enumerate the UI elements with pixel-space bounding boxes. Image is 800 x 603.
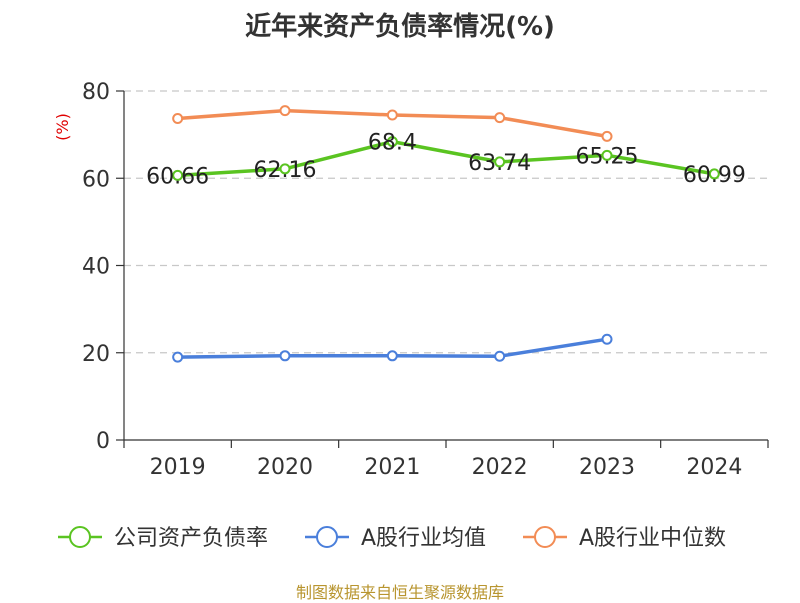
chart-title: 近年来资产负债率情况(%) [245,12,555,42]
legend-label: A股行业中位数 [579,526,726,551]
legend-marker [534,526,556,548]
data-point [494,350,506,362]
y-tick-label: 0 [96,429,110,454]
x-tick-label: 2020 [257,455,313,480]
legend: 公司资产负债率 A股行业均值 A股行业中位数 [58,526,726,551]
data-labels: 60.66 62.16 68.4 63.74 65.25 60.99 [146,131,746,190]
legend-item: A股行业均值 [305,526,486,551]
data-point [386,109,398,121]
data-point [172,351,184,363]
x-tick-label: 2022 [472,455,528,480]
legend-label: A股行业均值 [361,526,486,551]
series-lines [172,105,720,363]
data-point [386,136,398,148]
data-point [601,149,613,161]
x-tick-label: 2024 [686,455,742,480]
axes: 0 20 40 60 80 (%) 2019 2020 2021 2022 2023 2024 [53,80,769,480]
x-tick-label: 2019 [150,455,206,480]
data-point [386,350,398,362]
data-point [601,130,613,142]
legend-marker [316,526,338,548]
data-label: 63.74 [468,151,531,176]
data-label: 62.16 [254,158,317,183]
y-tick-label: 20 [82,342,110,367]
data-point [494,112,506,124]
data-label: 68.4 [368,131,417,156]
data-point [279,105,291,117]
x-tick-label: 2023 [579,455,635,480]
legend-item: 公司资产负债率 [58,526,268,551]
y-tick-label: 80 [82,80,110,105]
data-point [708,168,720,180]
x-tick-label: 2021 [364,455,420,480]
data-source-note: 制图数据来自恒生聚源数据库 [295,583,504,602]
grid-lines [124,90,768,354]
legend-marker [69,526,91,548]
data-label: 65.25 [576,144,639,169]
data-point [172,112,184,124]
data-point [279,350,291,362]
data-point [279,163,291,175]
data-point [601,333,613,345]
data-point [494,156,506,168]
data-label: 60.66 [146,164,209,189]
y-axis-label: (%) [53,113,72,141]
series-line-0 [175,139,717,178]
legend-label: 公司资产负债率 [114,526,268,551]
data-label: 60.99 [683,163,746,188]
legend-item: A股行业中位数 [523,526,726,551]
data-point [172,169,184,181]
y-tick-label: 40 [82,255,110,280]
y-tick-label: 60 [82,167,110,192]
